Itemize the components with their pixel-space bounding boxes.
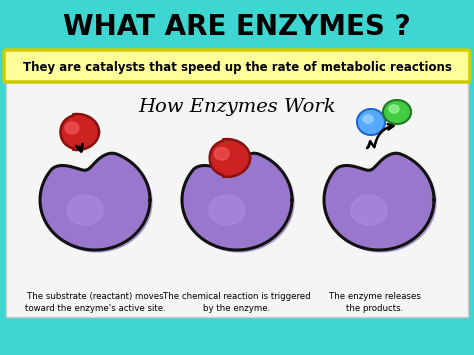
Polygon shape xyxy=(67,195,103,225)
FancyBboxPatch shape xyxy=(4,50,470,82)
FancyBboxPatch shape xyxy=(0,0,474,50)
Polygon shape xyxy=(214,147,229,160)
Text: How Enzymes Work: How Enzymes Work xyxy=(138,98,336,116)
Polygon shape xyxy=(61,114,99,150)
Polygon shape xyxy=(383,100,411,124)
FancyBboxPatch shape xyxy=(6,82,468,317)
Polygon shape xyxy=(184,155,294,252)
Polygon shape xyxy=(210,139,250,177)
Polygon shape xyxy=(65,122,79,134)
Polygon shape xyxy=(351,195,387,225)
Polygon shape xyxy=(40,153,150,250)
Polygon shape xyxy=(42,155,152,252)
Polygon shape xyxy=(182,153,292,250)
Text: They are catalysts that speed up the rate of metabolic reactions: They are catalysts that speed up the rat… xyxy=(23,60,451,73)
Polygon shape xyxy=(324,153,434,250)
Polygon shape xyxy=(357,109,385,135)
Text: The chemical reaction is triggered
by the enzyme.: The chemical reaction is triggered by th… xyxy=(163,292,311,313)
Polygon shape xyxy=(363,115,373,123)
Text: WHAT ARE ENZYMES ?: WHAT ARE ENZYMES ? xyxy=(63,13,411,41)
Text: The enzyme releases
the products.: The enzyme releases the products. xyxy=(329,292,421,313)
Text: The substrate (reactant) moves
toward the enzyme's active site.: The substrate (reactant) moves toward th… xyxy=(25,292,165,313)
Polygon shape xyxy=(209,195,245,225)
Polygon shape xyxy=(326,155,436,252)
Polygon shape xyxy=(389,105,399,113)
